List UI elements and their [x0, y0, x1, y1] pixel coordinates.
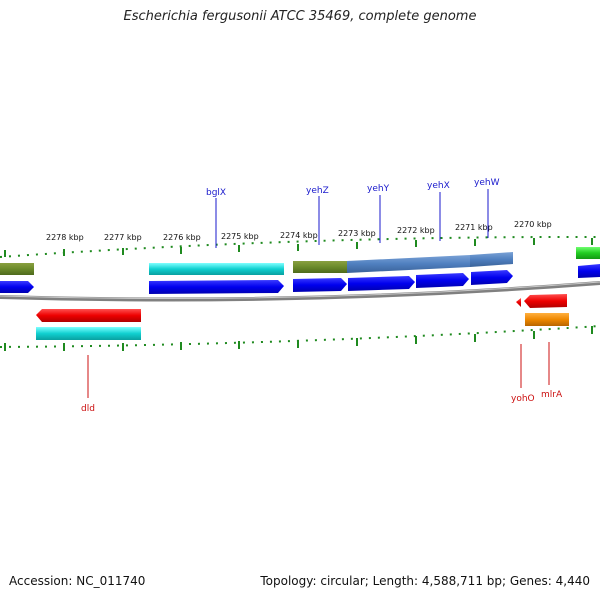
cog-bar: [36, 327, 141, 340]
inner-major-ticks: [4, 326, 593, 351]
forward-gene-arrow: [293, 278, 347, 292]
scale-labels: 2278 kbp 2277 kbp 2276 kbp 2275 kbp 2274…: [46, 220, 552, 242]
cog-bar: [576, 247, 600, 259]
gene-label-yehy: yehY: [367, 184, 390, 194]
map-title: Escherichia fergusonii ATCC 35469, compl…: [123, 9, 477, 24]
reverse-gene-labels: dld yohO mlrA: [81, 342, 563, 414]
scale-label: 2276 kbp: [163, 233, 201, 242]
gene-label-bglx: bglX: [206, 188, 226, 198]
cog-bar: [525, 313, 569, 326]
forward-gene-arrow: [416, 273, 469, 288]
outer-major-ticks: [4, 238, 593, 257]
scale-label: 2277 kbp: [104, 233, 142, 242]
forward-gene-labels: bglX yehZ yehY yehX yehW: [206, 178, 500, 248]
cog-bar: [293, 261, 348, 273]
gene-label-dld: dld: [81, 404, 95, 414]
reverse-gene-arrow: [516, 298, 521, 307]
scale-label: 2272 kbp: [397, 226, 435, 235]
cog-bar: [0, 263, 34, 275]
inner-cog-bars: [36, 313, 569, 340]
cog-category-bars: [0, 247, 600, 275]
reverse-gene-arrow: [524, 294, 567, 308]
scale-label: 2273 kbp: [338, 229, 376, 238]
scale-label: 2271 kbp: [455, 223, 493, 232]
scale-label: 2278 kbp: [46, 233, 84, 242]
forward-gene-arrow: [0, 281, 34, 293]
forward-gene-arrow: [149, 280, 284, 294]
scale-label: 2274 kbp: [280, 231, 318, 240]
gene-label-yehz: yehZ: [306, 186, 329, 196]
gene-label-yoho: yohO: [511, 394, 535, 404]
reverse-gene-arrow: [36, 309, 141, 322]
genome-backbone-highlight: [0, 281, 600, 300]
forward-strand-genes: [0, 264, 600, 294]
genome-backbone: [0, 281, 600, 302]
cog-bar: [149, 263, 284, 275]
cog-bar: [347, 255, 470, 273]
gene-label-yehx: yehX: [427, 181, 450, 191]
cog-bar: [470, 252, 513, 267]
forward-gene-arrow: [578, 264, 600, 278]
scale-label: 2270 kbp: [514, 220, 552, 229]
gene-label-mlra: mlrA: [541, 390, 563, 400]
forward-gene-arrow: [348, 276, 415, 291]
accession-text: Accession: NC_011740: [9, 574, 146, 588]
gene-label-yehw: yehW: [474, 178, 500, 188]
genome-stats-text: Topology: circular; Length: 4,588,711 bp…: [260, 574, 590, 588]
scale-label: 2275 kbp: [221, 232, 259, 241]
reverse-strand-genes: [36, 294, 567, 322]
forward-gene-arrow: [471, 270, 513, 285]
